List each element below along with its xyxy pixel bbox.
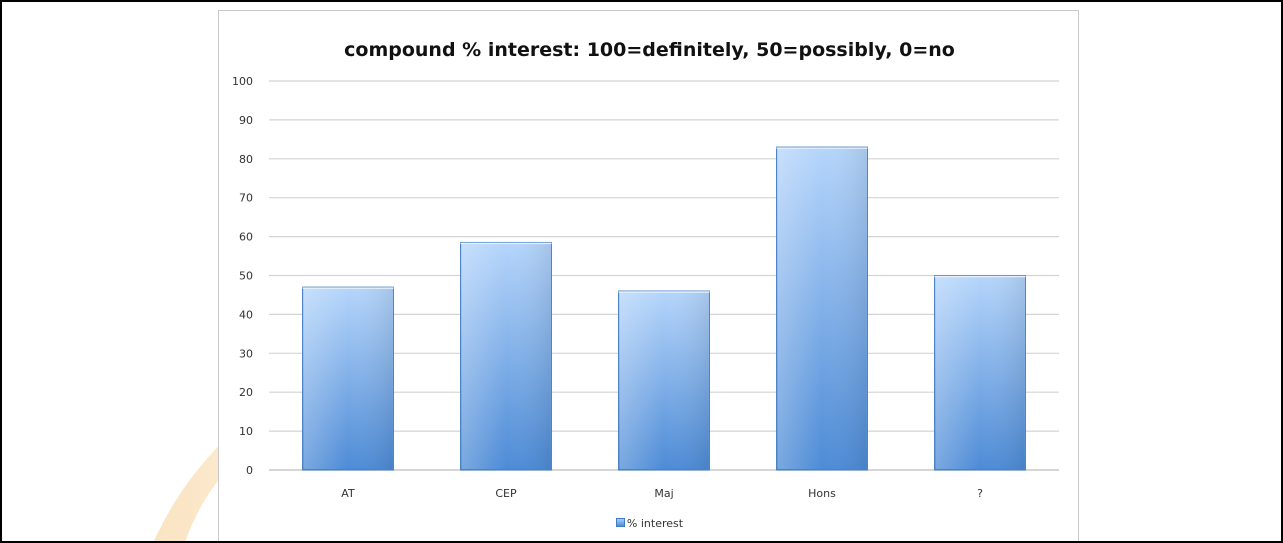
y-tick-label: 40: [239, 308, 253, 321]
y-tick-label: 10: [239, 425, 253, 438]
bar-highlight: [619, 292, 709, 469]
x-tick-label: CEP: [495, 487, 517, 500]
y-tick-label: 20: [239, 386, 253, 399]
y-tick-label: 0: [246, 464, 253, 477]
y-tick-label: 70: [239, 192, 253, 205]
y-tick-label: 30: [239, 347, 253, 360]
bar-highlight: [461, 243, 551, 469]
x-tick-label: ?: [977, 487, 983, 500]
chart-frame: compound % interest: 100=definitely, 50=…: [218, 10, 1080, 541]
y-tick-label: 90: [239, 114, 253, 127]
bar-chart-plot: 0 10 20 30 40 50 60 70 80 90 100 AT CEP Maj Hons?: [232, 75, 1059, 500]
legend-label: % interest: [626, 517, 684, 530]
x-tick-label: Hons: [808, 487, 836, 500]
bar-highlight: [935, 276, 1025, 469]
bar-highlight: [777, 148, 867, 469]
y-tick-label: 50: [239, 270, 253, 283]
legend-swatch: [615, 518, 625, 527]
y-tick-label: 60: [239, 231, 253, 244]
y-tick-label: 100: [232, 75, 253, 88]
x-tick-label: AT: [341, 487, 355, 500]
x-tick-label: Maj: [654, 487, 673, 500]
chart-title: compound % interest: 100=definitely, 50=…: [344, 39, 955, 61]
y-tick-label: 80: [239, 153, 253, 166]
chart-legend: % interest: [219, 517, 1080, 530]
bar-highlight: [303, 288, 393, 469]
